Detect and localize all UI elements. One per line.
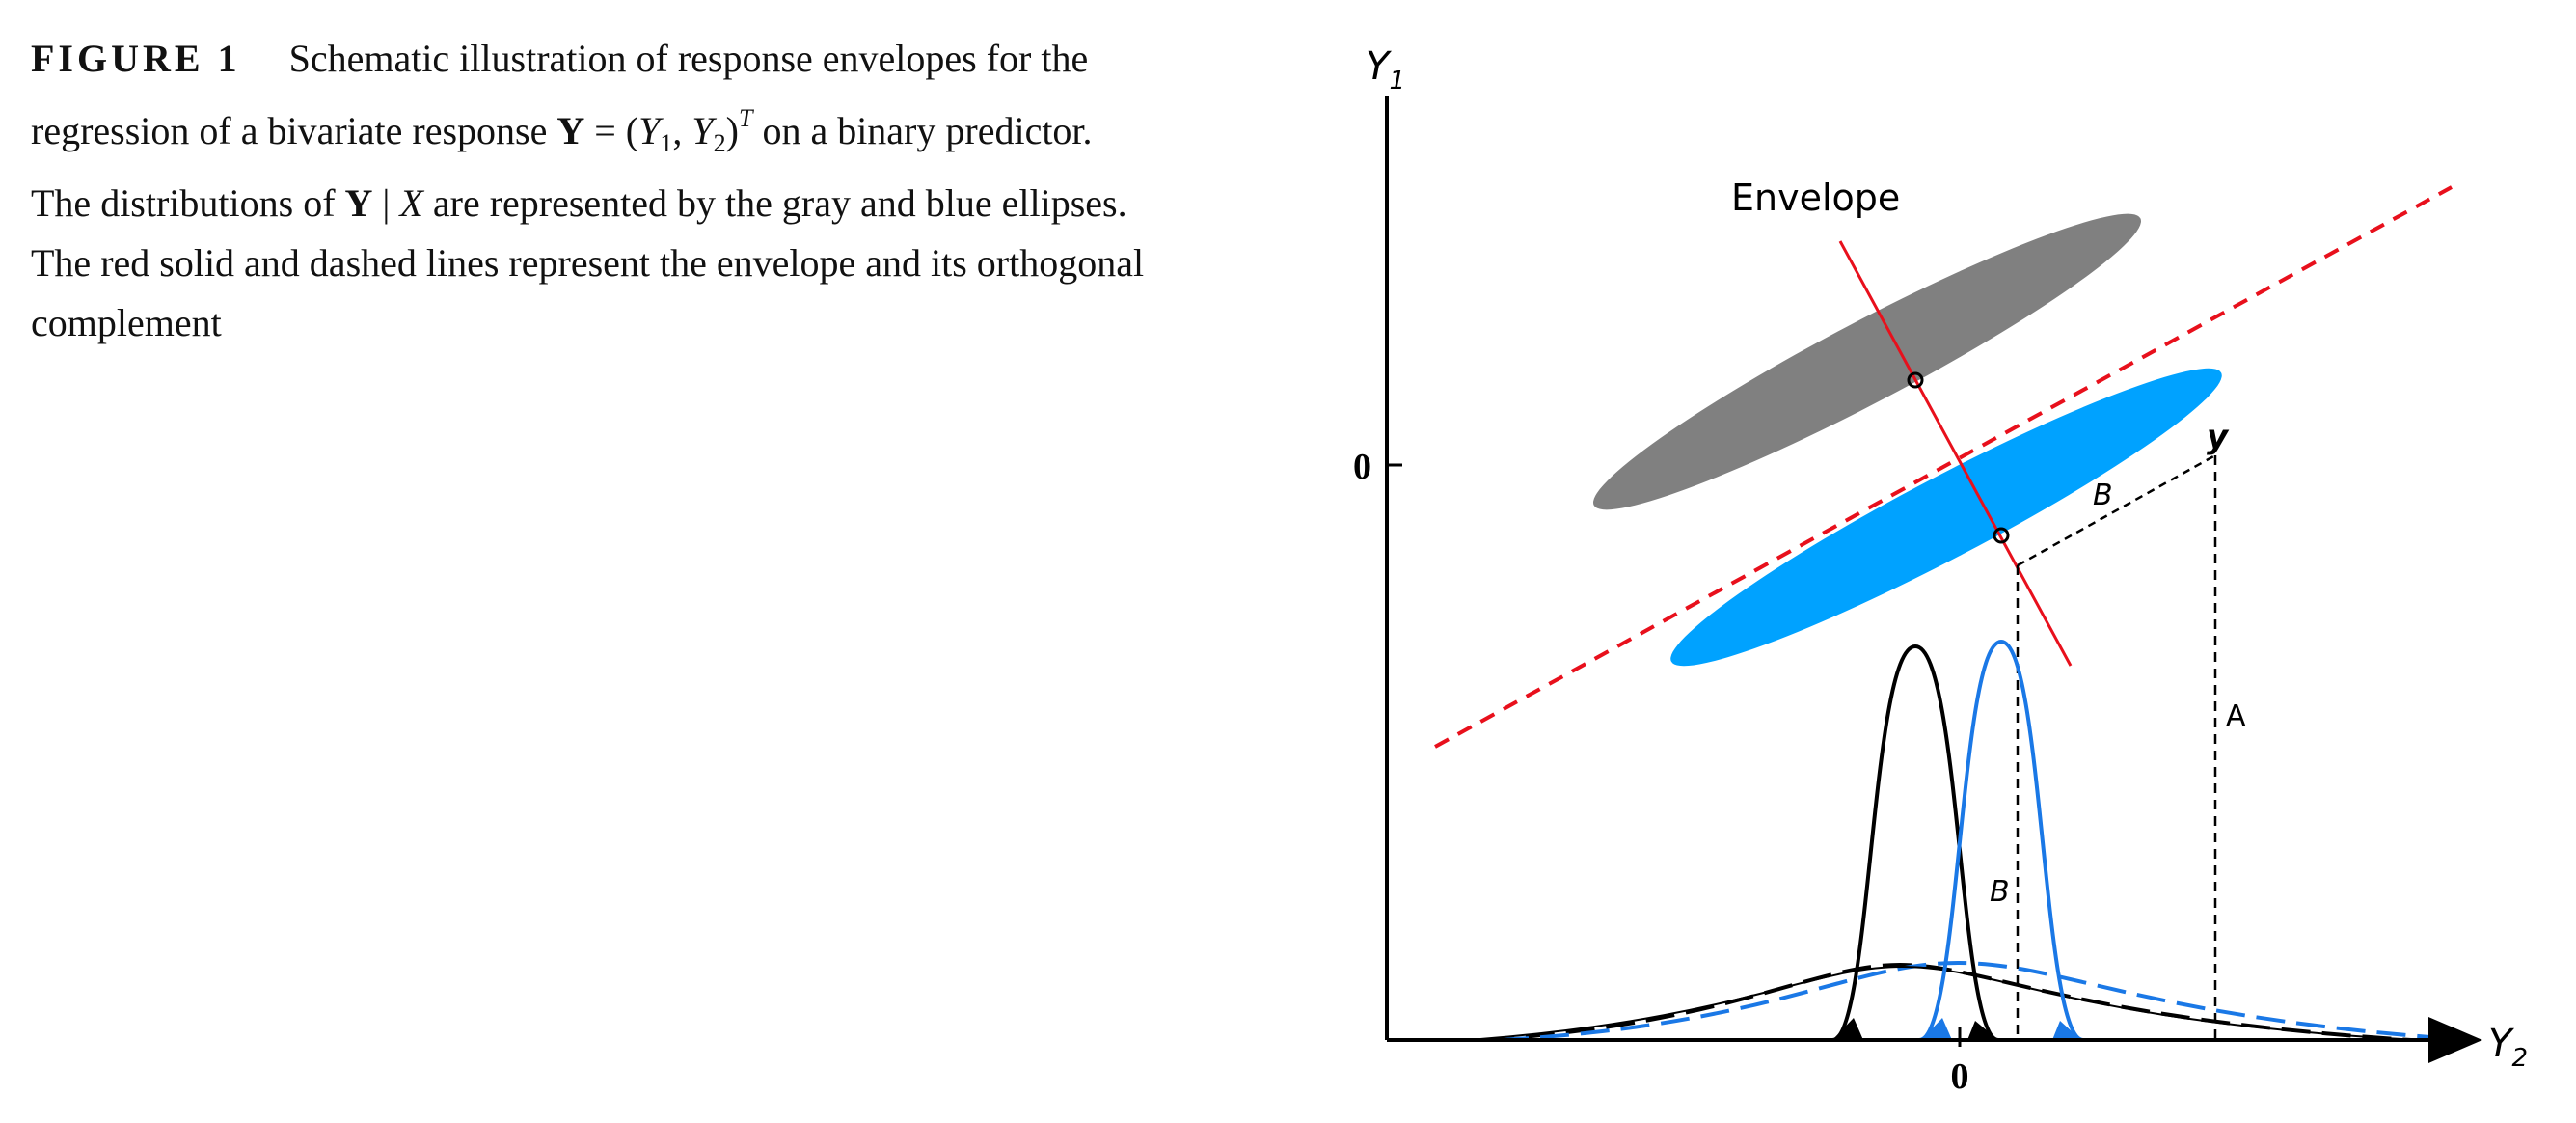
- x-zero-tick-label: 0: [1951, 1056, 1969, 1097]
- gray-broad-density: [1484, 962, 2412, 1042]
- gray-broad-density-solid: [1479, 965, 2402, 1040]
- projection-B-label-lower: B: [1990, 875, 2010, 909]
- caption-text: The distributions of: [31, 181, 345, 225]
- figure-label: FIGURE 1: [31, 37, 241, 80]
- caption-text: ,: [672, 109, 692, 152]
- caption-line-3: The distributions of Y | X are represent…: [31, 174, 1275, 233]
- caption-text: regression of a bivariate response: [31, 109, 557, 152]
- gray-ellipse-center: [1907, 371, 1924, 389]
- projection-A-label: A: [2226, 699, 2246, 733]
- envelope-figure: Y1 Y2 0 0 Envelope y B A B: [1331, 29, 2576, 1123]
- envelope-line: [1838, 240, 2073, 667]
- bold-Y-symbol: Y: [344, 181, 373, 225]
- caption-line-1: FIGURE 1 Schematic illustration of respon…: [31, 29, 1275, 89]
- gray-sharp-density: [1831, 644, 1999, 1042]
- blue-sharp-density: [1918, 639, 2084, 1042]
- y-axis-label: Y1: [1366, 44, 1405, 96]
- Y2-symbol: Y: [691, 109, 714, 152]
- gray-ellipse: [1593, 213, 2141, 510]
- orthogonal-complement-line: [1434, 185, 2453, 749]
- projection-B-label-upper: B: [2093, 479, 2113, 512]
- bold-Y-symbol: Y: [556, 109, 585, 152]
- blue-density-tail-right: [2052, 1021, 2081, 1040]
- caption-text: ): [725, 109, 739, 152]
- transpose-superscript: T: [738, 104, 753, 132]
- figure-canvas: Y1 Y2 0 0 Envelope y B A B: [1353, 44, 2528, 1097]
- caption-text: on a binary predictor.: [752, 109, 1093, 152]
- point-y-label: y: [2207, 418, 2230, 456]
- caption-line1-text: Schematic illustration of response envel…: [288, 37, 1089, 80]
- caption-text: |: [372, 181, 400, 225]
- blue-broad-density: [1499, 960, 2470, 1042]
- gray-density-tail: [1832, 1018, 1863, 1040]
- blue-density-tail: [1921, 1018, 1952, 1040]
- Y1-symbol: Y: [638, 109, 661, 152]
- envelope-label: Envelope: [1731, 177, 1900, 219]
- caption-text: are represented by the gray and blue ell…: [422, 181, 1127, 225]
- X-symbol: X: [399, 181, 423, 225]
- caption-line-2: regression of a bivariate response Y = (…: [31, 89, 1275, 174]
- y-zero-tick-label: 0: [1353, 447, 1371, 487]
- caption-line-4: The red solid and dashed lines represent…: [31, 241, 1145, 285]
- blue-ellipse-center: [1993, 527, 2010, 544]
- Y1-subscript: 1: [660, 129, 673, 157]
- Y2-subscript: 2: [713, 129, 726, 157]
- figure-caption: FIGURE 1 Schematic illustration of respon…: [31, 29, 1275, 353]
- x-axis-label: Y2: [2488, 1022, 2528, 1073]
- projection-B-line: [2017, 453, 2216, 567]
- blue-ellipse: [1670, 368, 2222, 667]
- caption-line-5: complement: [31, 301, 222, 344]
- gray-density-tail-right: [1967, 1021, 1998, 1040]
- caption-text: = (: [584, 109, 639, 152]
